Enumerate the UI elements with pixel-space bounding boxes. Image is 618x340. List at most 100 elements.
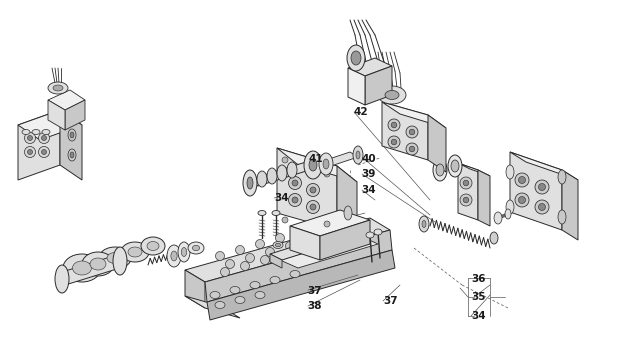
Ellipse shape [99, 247, 131, 269]
Circle shape [307, 184, 320, 197]
Circle shape [41, 150, 46, 154]
Circle shape [25, 147, 35, 157]
Ellipse shape [235, 296, 245, 304]
Circle shape [240, 261, 250, 271]
Ellipse shape [304, 151, 322, 179]
Polygon shape [382, 102, 446, 128]
Polygon shape [207, 250, 395, 320]
Ellipse shape [90, 258, 106, 270]
Circle shape [266, 248, 274, 256]
Ellipse shape [436, 164, 444, 176]
Circle shape [409, 146, 415, 152]
Circle shape [460, 194, 472, 206]
Ellipse shape [181, 248, 187, 256]
Circle shape [519, 176, 525, 184]
Circle shape [282, 217, 288, 223]
Ellipse shape [171, 251, 177, 261]
Polygon shape [290, 210, 370, 236]
Ellipse shape [378, 86, 406, 104]
Ellipse shape [506, 165, 514, 179]
Ellipse shape [290, 271, 300, 277]
Ellipse shape [255, 291, 265, 299]
Circle shape [310, 204, 316, 210]
Ellipse shape [42, 130, 50, 135]
Ellipse shape [48, 82, 68, 94]
Ellipse shape [72, 261, 91, 275]
Ellipse shape [192, 245, 200, 251]
Polygon shape [428, 115, 446, 172]
Ellipse shape [433, 159, 447, 181]
Polygon shape [18, 110, 60, 180]
Circle shape [519, 197, 525, 204]
Text: 37: 37 [308, 286, 323, 296]
Ellipse shape [210, 291, 220, 299]
Text: 39: 39 [362, 169, 376, 180]
Ellipse shape [243, 170, 257, 196]
Ellipse shape [347, 45, 365, 71]
Ellipse shape [167, 245, 181, 267]
Polygon shape [458, 163, 490, 176]
Ellipse shape [68, 149, 76, 161]
Circle shape [538, 204, 546, 210]
Circle shape [25, 133, 35, 143]
Ellipse shape [258, 210, 266, 216]
Ellipse shape [309, 159, 317, 171]
Polygon shape [510, 152, 562, 230]
Circle shape [310, 187, 316, 193]
Ellipse shape [230, 287, 240, 293]
Circle shape [464, 180, 469, 186]
Ellipse shape [82, 252, 114, 276]
Text: 34: 34 [362, 185, 376, 195]
Ellipse shape [141, 237, 165, 255]
Ellipse shape [68, 129, 76, 141]
Circle shape [391, 122, 397, 128]
Ellipse shape [70, 152, 74, 158]
Circle shape [221, 268, 229, 276]
Ellipse shape [277, 165, 287, 181]
Polygon shape [185, 218, 390, 282]
Circle shape [235, 245, 245, 255]
Ellipse shape [344, 206, 352, 220]
Ellipse shape [53, 85, 63, 91]
Text: 38: 38 [308, 301, 322, 311]
Circle shape [324, 221, 330, 227]
Polygon shape [277, 148, 337, 230]
Polygon shape [458, 163, 478, 220]
Text: 40: 40 [362, 154, 376, 164]
Circle shape [391, 139, 397, 145]
Ellipse shape [63, 254, 101, 282]
Circle shape [388, 136, 400, 148]
Polygon shape [280, 236, 378, 268]
Ellipse shape [32, 130, 40, 135]
Circle shape [27, 136, 33, 140]
Polygon shape [248, 162, 316, 186]
Circle shape [464, 197, 469, 203]
Text: 34: 34 [274, 193, 289, 203]
Ellipse shape [490, 232, 498, 244]
Circle shape [289, 193, 302, 206]
Polygon shape [478, 170, 490, 226]
Circle shape [535, 200, 549, 214]
Ellipse shape [147, 241, 159, 251]
Circle shape [38, 133, 49, 143]
Circle shape [38, 147, 49, 157]
Polygon shape [382, 102, 428, 160]
Polygon shape [185, 296, 240, 318]
Ellipse shape [385, 90, 399, 100]
Ellipse shape [121, 242, 149, 262]
Polygon shape [277, 148, 357, 182]
Text: 35: 35 [471, 292, 485, 303]
Polygon shape [205, 230, 392, 302]
Ellipse shape [272, 210, 280, 216]
Ellipse shape [558, 210, 566, 224]
Polygon shape [185, 270, 205, 308]
Circle shape [276, 234, 284, 242]
Polygon shape [48, 100, 65, 130]
Text: 41: 41 [309, 154, 324, 164]
Ellipse shape [247, 177, 253, 189]
Circle shape [255, 239, 265, 249]
Circle shape [538, 184, 546, 190]
Circle shape [295, 228, 305, 238]
Polygon shape [320, 220, 370, 260]
Ellipse shape [374, 229, 382, 235]
